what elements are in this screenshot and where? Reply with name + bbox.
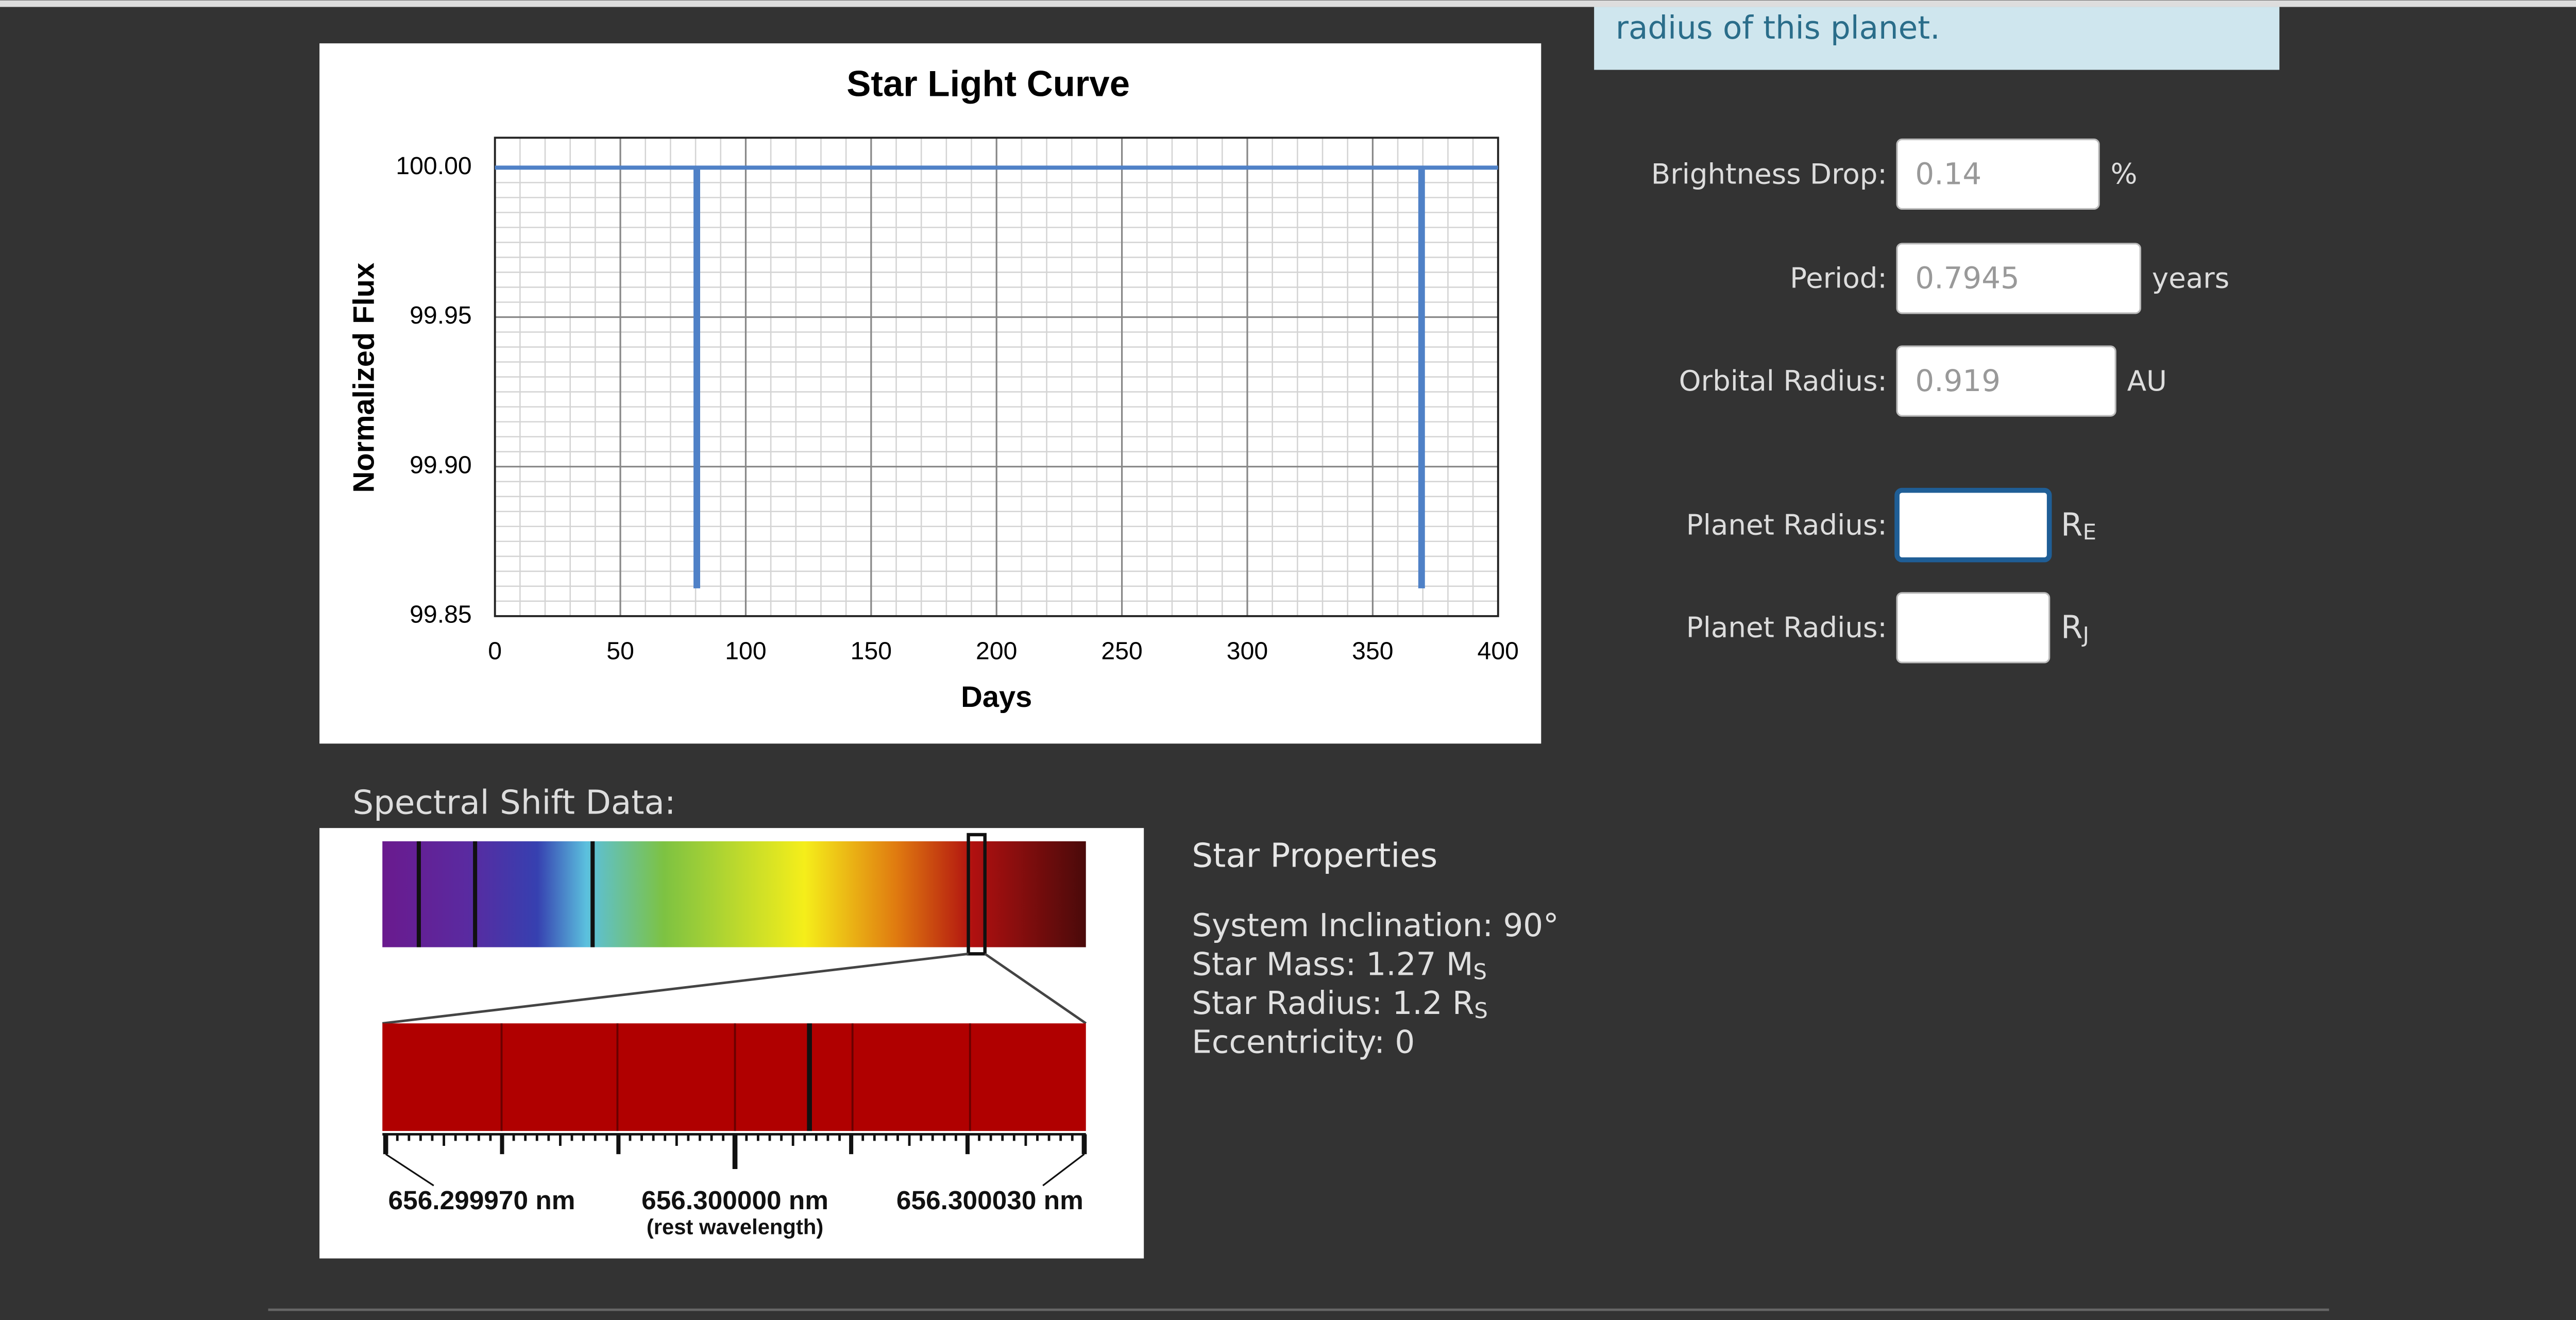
spectrum-diagram: 656.299970 nm 656.300000 nm 656.300030 n… — [319, 828, 1144, 1259]
unit-text: % — [2111, 157, 2138, 190]
wavelength-label: 656.300000 nm — [641, 1185, 828, 1215]
spectrum-heading: Spectral Shift Data: — [352, 784, 675, 822]
y-axis-title: Normalized Flux — [347, 263, 380, 493]
property-text: Star Radius: 1.2 R — [1192, 985, 1474, 1022]
rainbow — [382, 841, 1086, 947]
y-tick-label: 99.85 — [410, 601, 472, 629]
unit-text: AU — [2127, 364, 2167, 397]
input-value: 0.919 — [1915, 363, 2001, 398]
wavelength-label: 656.299970 nm — [388, 1185, 575, 1215]
text-input[interactable] — [1894, 487, 2052, 563]
x-tick-label: 400 — [1478, 637, 1519, 665]
text-input[interactable] — [1896, 345, 2116, 417]
property-subscript: S — [1473, 959, 1487, 984]
rest-note: (rest wavelength) — [647, 1215, 823, 1239]
x-tick-label: 100 — [725, 637, 766, 665]
field-unit: % — [2111, 157, 2138, 190]
x-tick-label: 0 — [488, 637, 502, 665]
star-properties: System Inclination: 90°Star Mass: 1.27 M… — [1192, 907, 1558, 1060]
property-text: Star Mass: 1.27 M — [1192, 946, 1473, 983]
y-tick-label: 100.00 — [396, 152, 471, 180]
property-text: Eccentricity: 0 — [1192, 1024, 1415, 1060]
y-tick-label: 99.95 — [410, 301, 472, 329]
unit-text: R — [2061, 506, 2082, 543]
field-label: Planet Radius: — [1686, 611, 1887, 644]
field-unit: years — [2152, 262, 2229, 295]
unit-text: R — [2061, 609, 2082, 646]
field-label: Period: — [1790, 262, 1887, 295]
zoom-box — [967, 833, 987, 956]
field-unit: RJ — [2061, 609, 2089, 647]
x-tick-label: 350 — [1352, 637, 1393, 665]
light-curve-chart: Star Light Curve Days Normalized Flux 0 5… — [319, 43, 1541, 744]
field-unit: AU — [2127, 364, 2167, 397]
note-text: radius of this planet. — [1616, 10, 1940, 46]
field-unit: RE — [2061, 506, 2096, 545]
x-tick-label: 300 — [1227, 637, 1268, 665]
x-axis-title: Days — [961, 681, 1032, 714]
property-text: System Inclination: 90° — [1192, 907, 1558, 943]
chart-title: Star Light Curve — [846, 63, 1130, 104]
y-tick-label: 99.90 — [410, 451, 472, 479]
plot-frame — [494, 137, 1499, 617]
reference-lines — [500, 1023, 971, 1131]
property-subscript: S — [1474, 997, 1488, 1023]
field-label: Orbital Radius: — [1679, 364, 1887, 397]
x-tick-label: 250 — [1101, 637, 1142, 665]
star-property: System Inclination: 90° — [1192, 907, 1558, 943]
flux-line — [495, 165, 1498, 588]
star-property: Star Radius: 1.2 RS — [1192, 985, 1488, 1023]
star-property: Star Mass: 1.27 MS — [1192, 946, 1487, 984]
input-value: 0.14 — [1915, 156, 1981, 191]
field-label: Planet Radius: — [1686, 508, 1887, 541]
star-property: Eccentricity: 0 — [1192, 1024, 1415, 1060]
text-input[interactable] — [1896, 243, 2142, 314]
x-tick-label: 50 — [606, 637, 634, 665]
pointer — [1042, 1153, 1085, 1187]
wavelength-label: 656.300030 nm — [896, 1185, 1083, 1215]
field-label: Brightness Drop: — [1651, 157, 1887, 190]
unit-text: years — [2152, 262, 2229, 295]
x-tick-label: 200 — [976, 637, 1017, 665]
pointer — [385, 1153, 434, 1187]
x-tick-label: 150 — [851, 637, 892, 665]
text-input[interactable] — [1896, 592, 2050, 664]
unit-subscript: E — [2083, 519, 2096, 545]
absorption-lines — [416, 841, 595, 947]
top-strip — [0, 0, 2576, 7]
unit-subscript: J — [2081, 622, 2089, 647]
note-box — [1594, 7, 2280, 70]
text-input[interactable] — [1896, 138, 2100, 210]
chart-panel — [319, 43, 1541, 744]
planet-form: Brightness Drop: 0.14 % Period: 0.7945 years O… — [1651, 138, 2229, 664]
star-properties-title: Star Properties — [1192, 837, 1437, 875]
input-value: 0.7945 — [1915, 261, 2019, 296]
zoom-lines — [382, 952, 1087, 1025]
